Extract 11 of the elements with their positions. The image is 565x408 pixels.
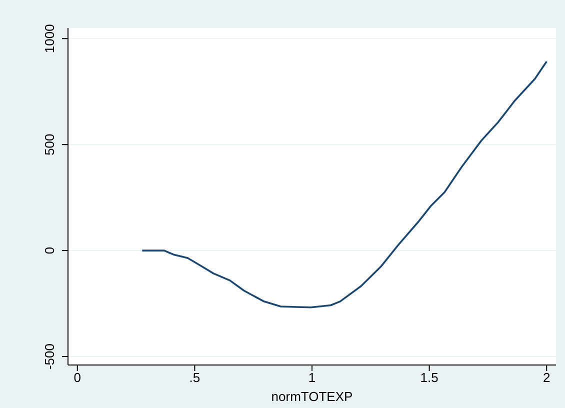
y-tick-label: -500 [42,344,57,370]
x-axis-title: normTOTEXP [271,389,353,404]
y-tick-label: 0 [42,246,57,254]
x-tick-label: .5 [189,370,200,386]
x-tick-label: 0 [74,370,81,386]
x-tick-label: 2 [543,370,550,386]
y-tick-label: 500 [42,134,57,156]
line-series [141,60,548,308]
x-tick-label: 1.5 [420,370,438,386]
x-tick-label: 1 [308,370,316,386]
y-tick-label: 1000 [42,24,57,54]
